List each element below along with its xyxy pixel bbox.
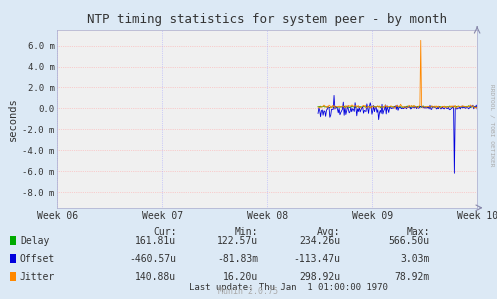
Text: 161.81u: 161.81u: [135, 236, 176, 246]
Text: Delay: Delay: [20, 236, 49, 246]
Text: 3.03m: 3.03m: [401, 254, 430, 264]
Text: 122.57u: 122.57u: [217, 236, 258, 246]
Text: 234.26u: 234.26u: [299, 236, 340, 246]
Text: 16.20u: 16.20u: [223, 271, 258, 282]
Text: Avg:: Avg:: [317, 227, 340, 237]
Y-axis label: seconds: seconds: [8, 97, 18, 141]
Text: 298.92u: 298.92u: [299, 271, 340, 282]
Text: -113.47u: -113.47u: [293, 254, 340, 264]
Text: 566.50u: 566.50u: [389, 236, 430, 246]
Text: Min:: Min:: [235, 227, 258, 237]
Title: NTP timing statistics for system peer - by month: NTP timing statistics for system peer - …: [87, 13, 447, 26]
Text: -81.83m: -81.83m: [217, 254, 258, 264]
Text: 140.88u: 140.88u: [135, 271, 176, 282]
Text: 78.92m: 78.92m: [395, 271, 430, 282]
Text: Max:: Max:: [407, 227, 430, 237]
Text: RRDTOOL / TOBI OETIKER: RRDTOOL / TOBI OETIKER: [490, 84, 495, 167]
Text: -460.57u: -460.57u: [129, 254, 176, 264]
Text: Jitter: Jitter: [20, 271, 55, 282]
Text: Offset: Offset: [20, 254, 55, 264]
Text: Munin 2.0.75: Munin 2.0.75: [219, 287, 278, 296]
Text: Cur:: Cur:: [153, 227, 176, 237]
Text: Last update: Thu Jan  1 01:00:00 1970: Last update: Thu Jan 1 01:00:00 1970: [189, 283, 388, 292]
